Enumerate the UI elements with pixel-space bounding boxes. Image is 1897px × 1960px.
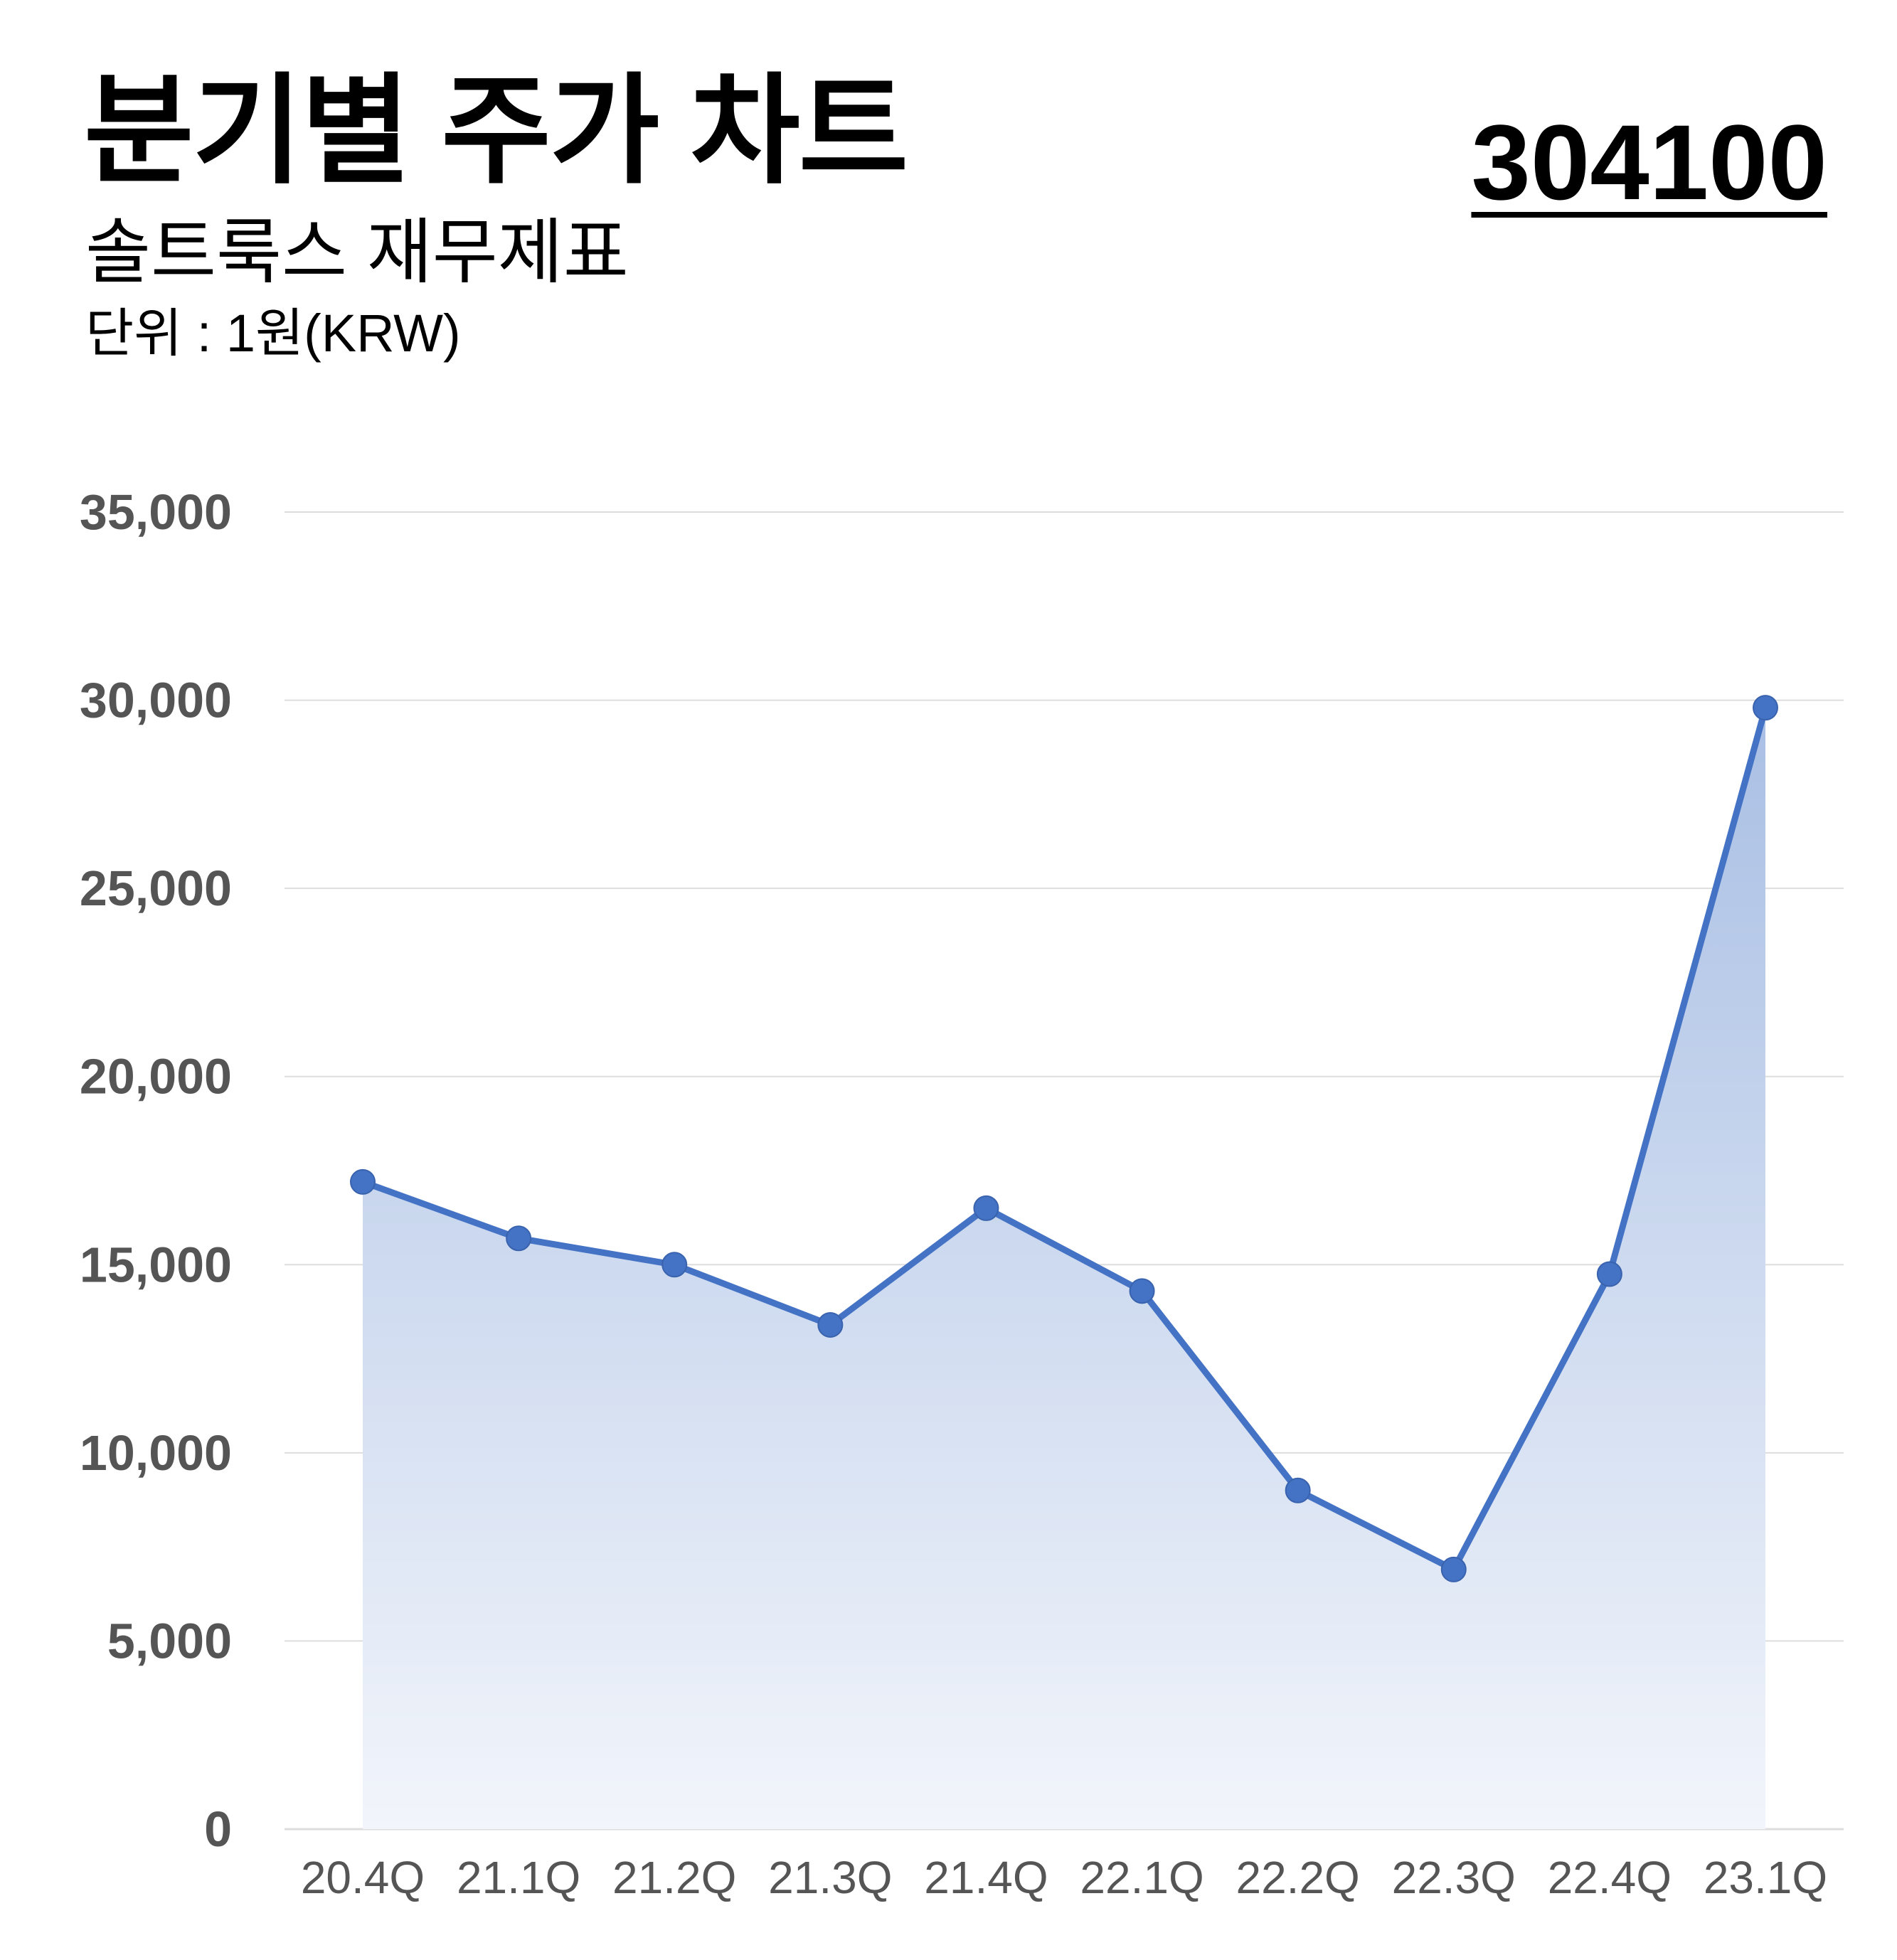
x-tick-label: 22.2Q: [1236, 1852, 1359, 1903]
x-tick-label: 20.4Q: [301, 1852, 425, 1903]
data-point: [661, 1252, 688, 1278]
data-point: [1129, 1278, 1155, 1304]
chart-subtitle: 솔트룩스 재무제표: [85, 213, 629, 292]
chart-title: 분기별 주가 차트: [84, 64, 908, 198]
x-tick-label: 21.1Q: [457, 1852, 580, 1903]
x-tick-label: 22.3Q: [1392, 1852, 1516, 1903]
x-tick-label: 21.4Q: [924, 1852, 1048, 1903]
y-tick-label: 25,000: [80, 861, 232, 916]
y-tick-label: 20,000: [80, 1049, 232, 1104]
data-point: [506, 1225, 532, 1252]
data-point: [350, 1168, 376, 1195]
y-tick-label: 15,000: [80, 1237, 232, 1292]
unit-label: 단위 : 1원(KRW): [85, 304, 461, 363]
data-point: [1440, 1556, 1467, 1582]
series-line-layer: [359, 704, 1769, 1573]
y-tick-label: 0: [204, 1801, 232, 1857]
series-line: [359, 704, 1769, 1573]
y-axis-ticks: 0 5,000 10,000 15,000 20,000 25,000 30,000 35,0…: [80, 484, 232, 1857]
stock-code: 304100: [1471, 102, 1827, 222]
data-point: [1285, 1477, 1311, 1503]
data-point: [817, 1311, 844, 1338]
data-point: [973, 1195, 999, 1221]
x-tick-label: 21.2Q: [612, 1852, 736, 1903]
y-tick-label: 10,000: [80, 1425, 232, 1481]
x-tick-label: 22.1Q: [1080, 1852, 1203, 1903]
area-fill-layer: [363, 708, 1765, 1829]
x-tick-label: 22.4Q: [1548, 1852, 1672, 1903]
x-tick-label: 23.1Q: [1704, 1852, 1827, 1903]
data-points: [350, 695, 1778, 1582]
y-tick-label: 35,000: [80, 484, 232, 540]
x-axis-ticks: 20.4Q 21.1Q 21.2Q 21.3Q 21.4Q 22.1Q 22.2Q 22.3Q…: [301, 1852, 1827, 1903]
data-point: [1596, 1261, 1622, 1287]
x-tick-label: 21.3Q: [768, 1852, 892, 1903]
y-tick-label: 30,000: [80, 673, 232, 728]
area-fill: [363, 708, 1765, 1829]
data-point: [1753, 695, 1778, 721]
y-tick-label: 5,000: [107, 1613, 232, 1668]
